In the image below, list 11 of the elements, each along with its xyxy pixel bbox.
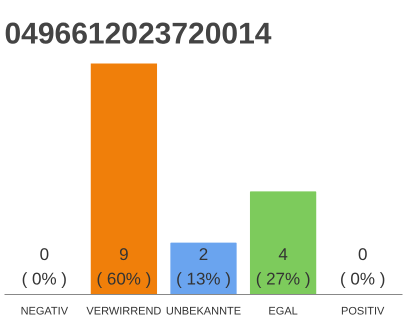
data-label: 9 ( 60% ) bbox=[96, 244, 152, 288]
x-tick-label: NEGATIV bbox=[20, 306, 69, 318]
x-tick-label: EGAL bbox=[268, 306, 298, 318]
x-tick-label: POSITIV bbox=[341, 306, 386, 318]
data-label: 2 ( 13% ) bbox=[176, 244, 231, 288]
x-tick-label: UNBEKANNTE bbox=[166, 306, 242, 318]
data-label: 4 ( 27% ) bbox=[256, 244, 310, 288]
x-tick-label: VERWIRREND bbox=[86, 306, 162, 318]
data-label: 0 ( 0% ) bbox=[22, 244, 67, 288]
data-label: 0 ( 0% ) bbox=[340, 244, 386, 288]
chart-title: 0496612023720014 bbox=[4, 18, 272, 50]
